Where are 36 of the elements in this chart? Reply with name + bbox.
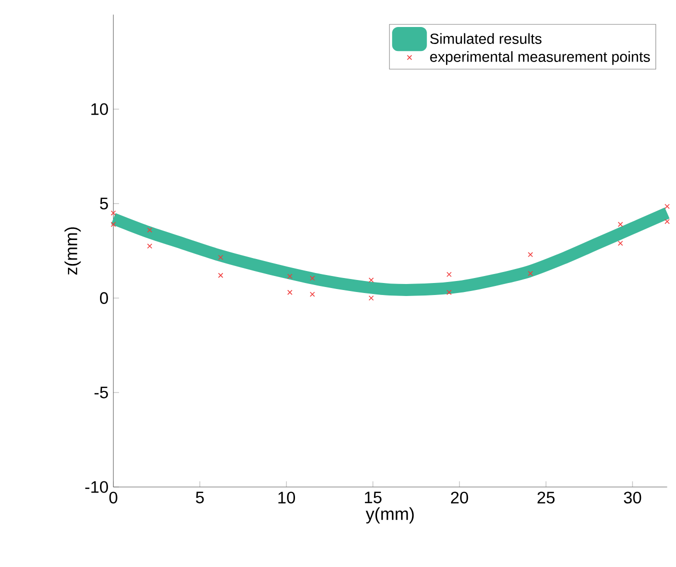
x-tick-label: 15 — [364, 492, 382, 504]
point — [446, 290, 452, 295]
legend-label: experimental measurement points — [430, 51, 650, 65]
point — [287, 274, 292, 279]
point — [446, 272, 452, 278]
x-tick-label: 25 — [538, 492, 555, 504]
point — [218, 272, 224, 278]
point — [664, 218, 670, 224]
x-tick-label: 0 — [109, 492, 118, 504]
y-tick-label: -10 — [85, 481, 108, 493]
point — [368, 295, 374, 301]
point — [310, 292, 315, 297]
point — [110, 222, 116, 227]
point — [147, 227, 152, 233]
x-tick-label: 10 — [278, 492, 296, 504]
point — [528, 270, 533, 276]
y-tick-label: 0 — [100, 292, 108, 304]
y-tick-label: 10 — [91, 103, 108, 116]
x-tick-label: 20 — [451, 492, 468, 504]
point — [110, 210, 116, 216]
point — [147, 244, 152, 249]
point — [664, 204, 670, 209]
x-tick-label: 30 — [624, 492, 642, 504]
point — [287, 290, 292, 295]
legend-label: Simulated results — [430, 33, 542, 44]
point — [218, 254, 224, 260]
point — [618, 222, 623, 227]
y-axis-title: z(mm) — [64, 227, 81, 275]
y-tick-label: -5 — [94, 386, 108, 398]
point — [310, 276, 315, 281]
x-axis-title: y(mm) — [366, 507, 414, 524]
point — [368, 278, 374, 283]
x-tick-label: 5 — [196, 492, 204, 504]
point — [618, 240, 623, 246]
y-tick-label: 5 — [100, 198, 108, 210]
point — [528, 252, 533, 258]
